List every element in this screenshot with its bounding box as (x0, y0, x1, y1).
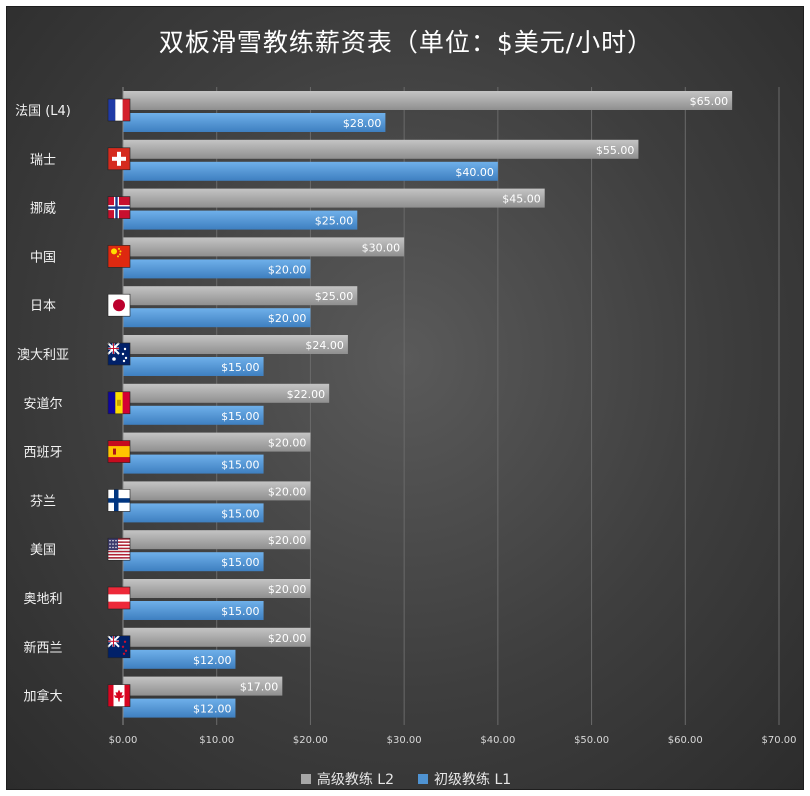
bar-junior[interactable] (123, 649, 236, 669)
legend-label-junior: 初级教练 L1 (434, 772, 512, 788)
bar-senior[interactable] (123, 579, 311, 598)
data-label: $20.00 (268, 437, 307, 450)
bar-junior[interactable] (123, 259, 311, 279)
data-label: $25.00 (315, 290, 354, 303)
norway-flag-icon (107, 196, 131, 219)
china-flag-icon (107, 245, 131, 268)
category-label: 瑞士 (30, 153, 56, 168)
data-label: $30.00 (362, 241, 401, 254)
canada-flag-icon (107, 684, 131, 707)
bar-senior[interactable] (123, 432, 311, 452)
bar-senior[interactable] (123, 237, 405, 257)
bar-junior[interactable] (123, 454, 264, 474)
category-label: 新西兰 (23, 640, 62, 656)
category-label: 中国 (30, 250, 56, 265)
data-label: $20.00 (268, 263, 307, 276)
legend-swatch-junior (418, 774, 428, 784)
usa-flag-icon (107, 537, 131, 561)
bar-senior[interactable] (123, 139, 639, 159)
new-zealand-flag-icon (107, 635, 131, 659)
bar-senior[interactable] (123, 286, 358, 306)
bar-junior[interactable] (123, 161, 498, 181)
data-label: $20.00 (268, 632, 307, 645)
bar-chart: $65.00 $28.00 $55.00 $40.00 $45.00 $25.00 $30.… (15, 87, 797, 746)
x-tick-label: $10.00 (199, 735, 234, 746)
bar-senior[interactable] (123, 383, 330, 403)
bar-senior[interactable] (123, 627, 311, 647)
category-label: 奥地利 (23, 592, 62, 607)
x-tick-label: $60.00 (668, 735, 703, 746)
data-label: $40.00 (455, 166, 494, 179)
data-label: $45.00 (502, 193, 541, 206)
bar-senior[interactable] (123, 481, 311, 501)
japan-flag-icon (107, 293, 131, 317)
x-tick-label: $20.00 (293, 735, 328, 746)
x-tick-label: $50.00 (574, 735, 609, 746)
switzerland-flag-icon (107, 147, 131, 171)
data-label: $55.00 (596, 144, 635, 157)
data-label: $15.00 (221, 556, 260, 569)
legend-item-junior[interactable]: 初级教练 L1 (418, 769, 511, 789)
x-tick-label: $70.00 (762, 735, 797, 746)
data-label: $12.00 (193, 654, 232, 667)
data-label: $15.00 (221, 410, 260, 423)
legend: 高级教练 L2 初级教练 L1 (7, 769, 805, 789)
category-label: 加拿大 (23, 689, 62, 705)
bar-junior[interactable] (123, 357, 264, 376)
data-label: $15.00 (221, 459, 260, 472)
category-label: 西班牙 (23, 446, 62, 461)
legend-label-senior: 高级教练 L2 (316, 772, 394, 788)
data-label: $65.00 (690, 95, 729, 108)
legend-swatch-senior (300, 774, 311, 784)
data-label: $22.00 (287, 388, 326, 401)
chart-title: 双板滑雪教练薪资表（单位：$美元/小时） (158, 28, 654, 57)
x-tick-label: $40.00 (480, 735, 515, 746)
spain-flag-icon (107, 440, 131, 463)
x-tick-label: $0.00 (109, 735, 138, 746)
bar-junior[interactable] (123, 698, 236, 718)
andorra-flag-icon (107, 391, 131, 415)
chart-area: 双板滑雪教练薪资表（单位：$美元/小时） $65.00 $28.00 $55.00 $… (6, 6, 804, 790)
bar-junior[interactable] (123, 113, 386, 132)
france-flag-icon (107, 98, 131, 122)
category-label: 安道尔 (23, 397, 62, 412)
bar-senior[interactable] (123, 676, 283, 696)
category-label: 澳大利亚 (17, 347, 69, 363)
data-label: $12.00 (193, 703, 232, 716)
bar-senior[interactable] (123, 530, 311, 550)
x-tick-label: $30.00 (387, 735, 422, 746)
data-label: $25.00 (315, 215, 354, 228)
austria-flag-icon (107, 586, 131, 610)
data-label: $20.00 (268, 312, 307, 325)
category-label: 法国 (L4) (15, 104, 71, 119)
data-label: $20.00 (268, 583, 307, 596)
category-label: 美国 (30, 543, 56, 558)
data-label: $20.00 (268, 534, 307, 547)
bar-junior[interactable] (123, 308, 311, 328)
bar-junior[interactable] (123, 552, 264, 572)
data-label: $28.00 (343, 117, 382, 130)
bar-junior[interactable] (123, 503, 264, 523)
bar-junior[interactable] (123, 405, 264, 425)
finland-flag-icon (107, 489, 131, 512)
australia-flag-icon (107, 342, 131, 366)
data-label: $20.00 (268, 485, 307, 498)
bar-senior[interactable] (123, 188, 545, 208)
category-label: 日本 (30, 299, 56, 314)
legend-item-senior[interactable]: 高级教练 L2 (300, 769, 394, 789)
data-label: $17.00 (240, 681, 279, 694)
data-label: $15.00 (221, 507, 260, 520)
category-label: 挪威 (30, 202, 56, 217)
category-label: 芬兰 (30, 494, 56, 509)
bar-junior[interactable] (123, 210, 358, 230)
data-label: $15.00 (221, 361, 260, 374)
bar-senior[interactable] (123, 335, 348, 354)
data-label: $15.00 (221, 605, 260, 618)
data-label: $24.00 (305, 339, 344, 352)
bar-senior[interactable] (123, 91, 733, 110)
bar-junior[interactable] (123, 601, 264, 620)
